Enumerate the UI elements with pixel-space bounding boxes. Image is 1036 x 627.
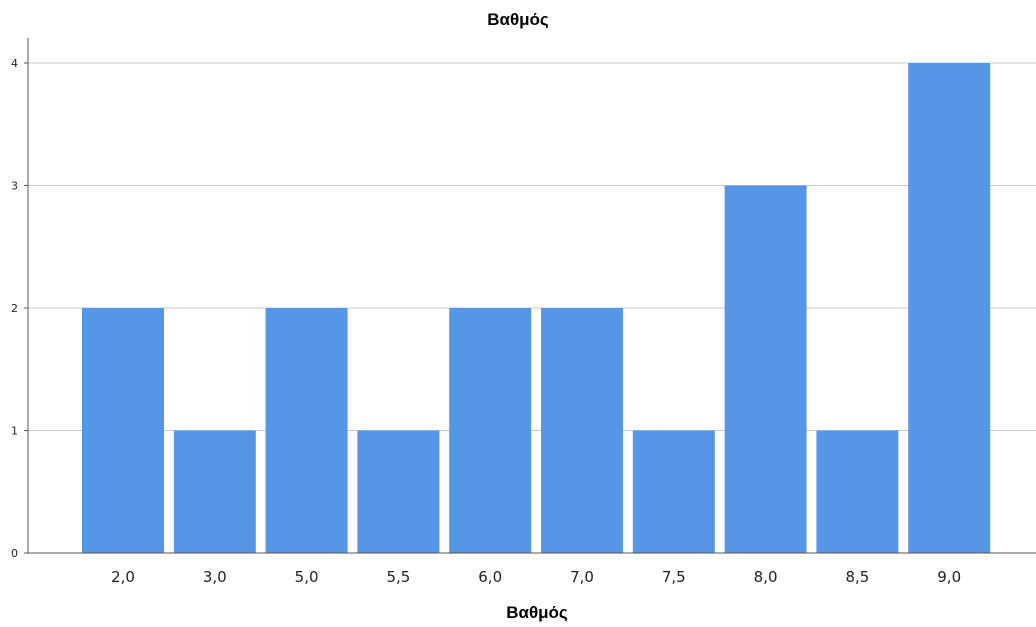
bar-8-0 — [724, 185, 807, 553]
x-tick-label: 7,0 — [570, 568, 594, 586]
x-tick-label: 3,0 — [203, 568, 227, 586]
bar-2-0 — [82, 308, 164, 553]
x-tick-label: 7,5 — [662, 568, 686, 586]
x-tick-label: 8,5 — [845, 568, 869, 586]
bar-6-0 — [449, 308, 532, 553]
bars — [82, 63, 991, 553]
bar-8-5 — [816, 430, 899, 553]
bar-3-0 — [173, 430, 256, 553]
y-tick-label: 4 — [11, 57, 18, 70]
y-tick-label: 2 — [11, 302, 18, 315]
chart-title: Βαθμός — [487, 10, 549, 29]
x-tick-label: 8,0 — [754, 568, 778, 586]
y-tick-label: 3 — [11, 180, 18, 193]
bar-7-0 — [541, 308, 623, 553]
x-tick-label: 2,0 — [111, 568, 135, 586]
x-axis-tick-labels: 2,0 3,0 5,0 5,5 6,0 7,0 7,5 8,0 8,5 9,0 — [111, 568, 961, 586]
x-tick-label: 6,0 — [478, 568, 502, 586]
x-tick-label: 9,0 — [937, 568, 961, 586]
y-axis-tick-labels: 0 1 2 3 4 — [11, 57, 18, 560]
y-tick-label: 0 — [11, 547, 18, 560]
bar-7-5 — [632, 430, 715, 553]
bar-9-0 — [908, 63, 991, 553]
x-tick-label: 5,0 — [295, 568, 319, 586]
bar-5-5 — [357, 430, 440, 553]
axes — [24, 38, 1036, 554]
y-tick-label: 1 — [11, 425, 18, 438]
bar-5-0 — [265, 308, 348, 553]
gridlines — [28, 62, 1036, 431]
x-tick-label: 5,5 — [386, 568, 410, 586]
x-axis-title: Βαθμός — [506, 603, 568, 622]
